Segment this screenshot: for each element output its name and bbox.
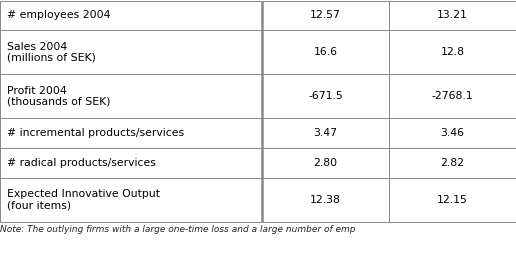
Text: (thousands of SEK): (thousands of SEK) bbox=[7, 97, 110, 107]
Text: 2.80: 2.80 bbox=[314, 158, 337, 168]
Text: # radical products/services: # radical products/services bbox=[7, 158, 156, 168]
Text: 16.6: 16.6 bbox=[314, 47, 337, 57]
Text: 3.47: 3.47 bbox=[314, 128, 337, 138]
Text: Note: The outlying firms with a large one-time loss and a large number of emp: Note: The outlying firms with a large on… bbox=[0, 225, 356, 234]
Text: Sales 2004: Sales 2004 bbox=[7, 42, 67, 52]
Text: -671.5: -671.5 bbox=[308, 91, 343, 101]
Text: 2.82: 2.82 bbox=[441, 158, 464, 168]
Text: # employees 2004: # employees 2004 bbox=[7, 10, 110, 20]
Text: 12.57: 12.57 bbox=[310, 10, 341, 20]
Text: 12.38: 12.38 bbox=[310, 195, 341, 205]
Text: 12.8: 12.8 bbox=[441, 47, 464, 57]
Text: 3.46: 3.46 bbox=[441, 128, 464, 138]
Text: Expected Innovative Output: Expected Innovative Output bbox=[7, 189, 160, 199]
Text: (four items): (four items) bbox=[7, 200, 71, 211]
Text: (millions of SEK): (millions of SEK) bbox=[7, 53, 96, 63]
Text: -2768.1: -2768.1 bbox=[432, 91, 473, 101]
Text: 13.21: 13.21 bbox=[437, 10, 468, 20]
Text: Profit 2004: Profit 2004 bbox=[7, 86, 67, 96]
Text: 12.15: 12.15 bbox=[437, 195, 468, 205]
Text: # incremental products/services: # incremental products/services bbox=[7, 128, 184, 138]
